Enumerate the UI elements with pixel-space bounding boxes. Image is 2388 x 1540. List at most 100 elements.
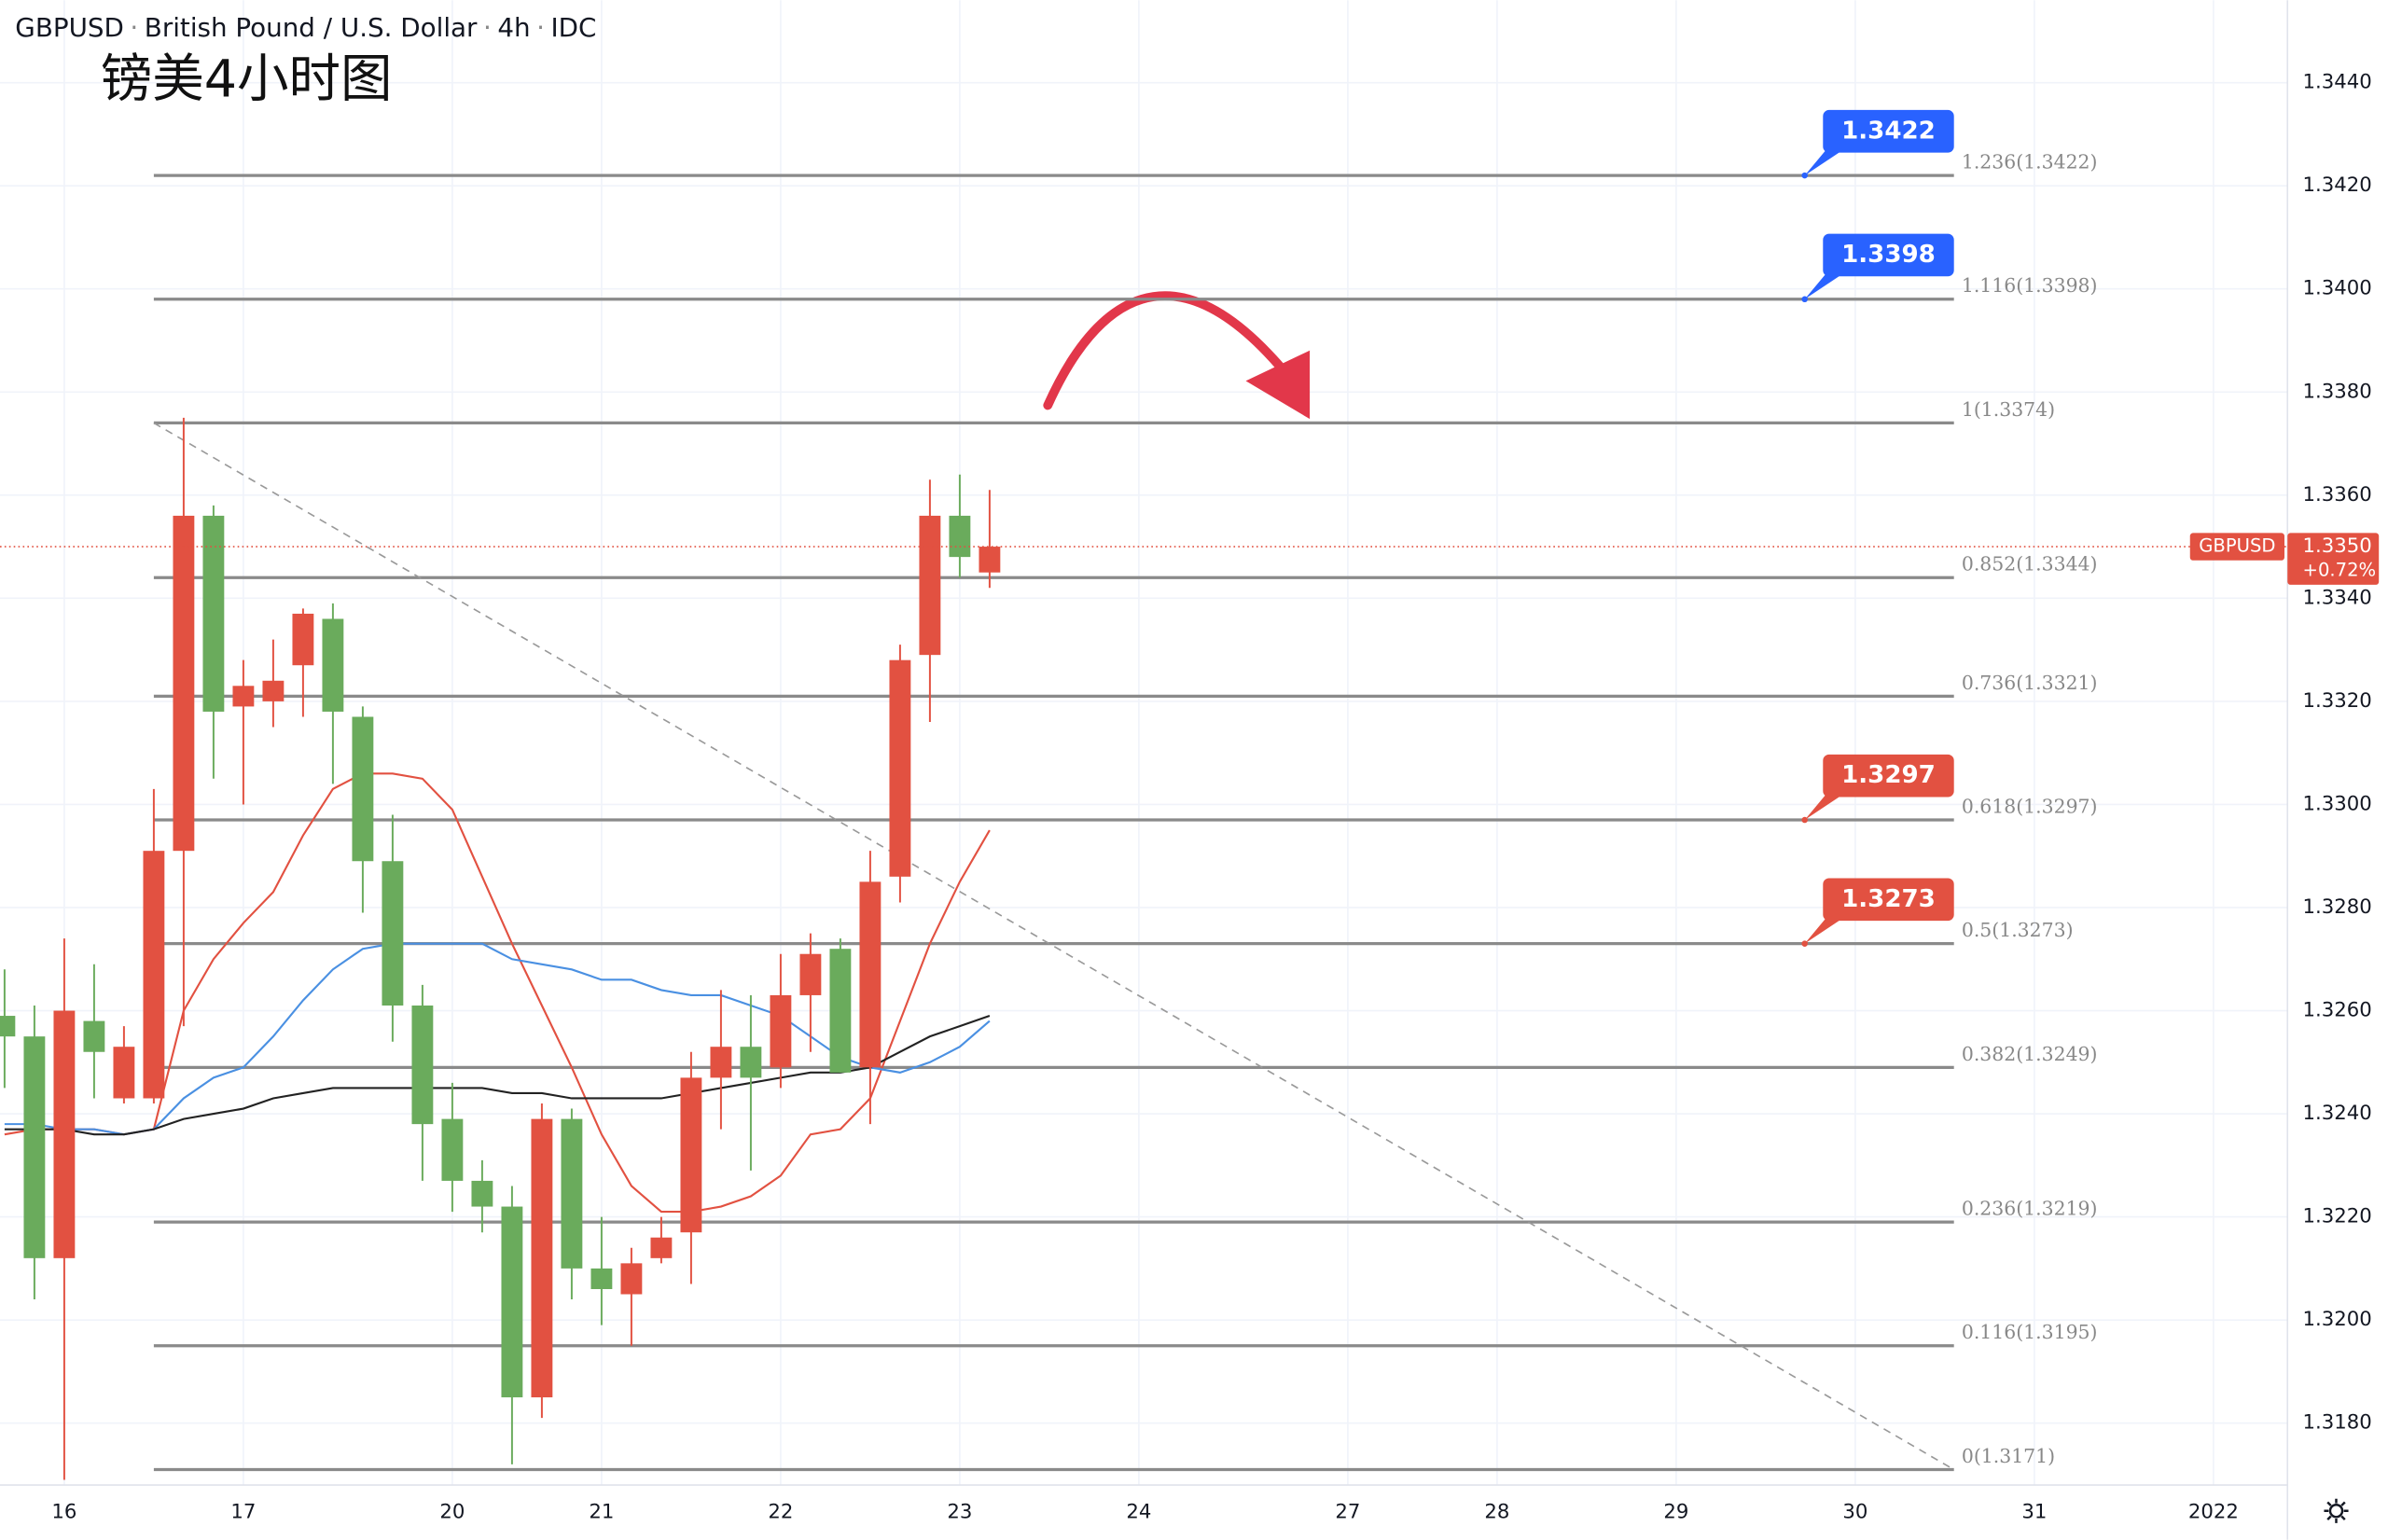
ma-line [4, 942, 991, 1136]
last-name-box [2189, 533, 2284, 561]
symbol: GBPUSD [15, 12, 124, 43]
ma-line [4, 1015, 991, 1136]
callout-label: 1.3297 [1841, 761, 1936, 789]
x-tick-label: 16 [51, 1500, 76, 1523]
last-price-box [2287, 533, 2380, 585]
candle-body [143, 851, 165, 1099]
candle-body [83, 1020, 105, 1052]
settings-icon[interactable] [2324, 1498, 2349, 1523]
y-tick-label: 1.3260 [2303, 999, 2372, 1022]
level-label: 0.852(1.3344) [1962, 553, 2098, 576]
x-tick-label: 22 [768, 1500, 793, 1523]
callout-tail [1804, 916, 1846, 944]
candle-body [262, 680, 285, 701]
candle-body [501, 1206, 523, 1398]
candle-body [680, 1077, 702, 1233]
candle-body [322, 618, 344, 712]
candle-body [650, 1237, 673, 1258]
callout-box [1823, 109, 1954, 153]
level-label: 1(1.3374) [1962, 398, 2055, 421]
candle-body [979, 547, 1001, 573]
annotation: 镑美4小时图 [101, 49, 393, 109]
last-price: 1.3350 [2303, 534, 2372, 558]
callout-box [1823, 878, 1954, 922]
candle-body [710, 1047, 732, 1078]
callout-anchor [1801, 172, 1808, 179]
candle-body [740, 1047, 762, 1078]
y-tick-label: 1.3440 [2303, 71, 2372, 94]
candle-body [232, 686, 255, 707]
candle-body [292, 613, 314, 666]
last-name: GBPUSD [2199, 535, 2275, 557]
y-tick-label: 1.3280 [2303, 895, 2372, 919]
candle-body [382, 861, 404, 1006]
level-label: 0.736(1.3321) [1962, 672, 2098, 694]
candle-body [799, 953, 822, 995]
last-change: +0.72% [2303, 560, 2377, 581]
gear-teeth [2324, 1498, 2349, 1523]
arrow-head [1245, 350, 1311, 420]
callout-tail [1804, 147, 1846, 176]
x-tick-label: 21 [589, 1500, 614, 1523]
candle-body [352, 716, 374, 862]
candle-body [441, 1118, 464, 1181]
level-label: 0.236(1.3219) [1962, 1198, 2098, 1220]
symbol-name: British Pound / U.S. Dollar [145, 12, 478, 43]
candle-body [411, 1006, 434, 1125]
candle-body [590, 1268, 613, 1289]
y-tick-label: 1.3360 [2303, 483, 2372, 506]
y-tick-label: 1.3420 [2303, 173, 2372, 197]
candle-body [113, 1047, 135, 1099]
x-tick-label: 20 [439, 1500, 465, 1523]
x-tick-label: 29 [1663, 1500, 1688, 1523]
level-label: 0.618(1.3297) [1962, 795, 2098, 817]
sep: · [536, 12, 545, 43]
ma-line [4, 772, 991, 1214]
candle-body [202, 515, 225, 712]
sep: · [483, 12, 492, 43]
level-label: 1.116(1.3398) [1962, 274, 2098, 297]
candle-body [919, 515, 941, 656]
callout-box [1823, 754, 1954, 798]
x-tick-label: 23 [947, 1500, 972, 1523]
level-label: 0(1.3171) [1962, 1445, 2055, 1467]
y-tick-label: 1.3240 [2303, 1102, 2372, 1125]
callout-tail [1804, 792, 1846, 821]
level-label: 0.382(1.3249) [1962, 1043, 2098, 1065]
candle-body [859, 881, 882, 1068]
x-tick-label: 31 [2021, 1500, 2047, 1523]
trendline [153, 422, 1954, 1471]
candle-body [0, 1016, 16, 1037]
callout-label: 1.3273 [1841, 885, 1936, 913]
callout-anchor [1801, 940, 1808, 947]
candle-body [471, 1180, 493, 1207]
y-tick-label: 1.3180 [2303, 1411, 2372, 1435]
source: IDC [551, 12, 597, 43]
y-tick-label: 1.3320 [2303, 689, 2372, 713]
y-tick-label: 1.3380 [2303, 380, 2372, 403]
candle-body [23, 1036, 46, 1258]
level-label: 0.5(1.3273) [1962, 919, 2074, 941]
candle-body [889, 659, 911, 877]
x-tick-label: 17 [230, 1500, 256, 1523]
candle-body [770, 994, 792, 1068]
x-tick-label: 27 [1335, 1500, 1360, 1523]
level-label: 0.116(1.3195) [1962, 1321, 2098, 1343]
candle-body [620, 1263, 643, 1295]
callout-label: 1.3422 [1841, 117, 1936, 145]
candle-body [531, 1118, 553, 1398]
y-tick-label: 1.3400 [2303, 277, 2372, 300]
y-tick-label: 1.3220 [2303, 1205, 2372, 1228]
level-label: 1.236(1.3422) [1962, 151, 2098, 173]
candle-body [53, 1010, 76, 1258]
sep: · [130, 12, 138, 43]
candle-body [829, 949, 852, 1073]
callout-anchor [1801, 296, 1808, 303]
y-tick-label: 1.3300 [2303, 792, 2372, 815]
x-tick-label: 24 [1126, 1500, 1151, 1523]
y-tick-label: 1.3200 [2303, 1308, 2372, 1331]
x-tick-label: 30 [1842, 1500, 1867, 1523]
